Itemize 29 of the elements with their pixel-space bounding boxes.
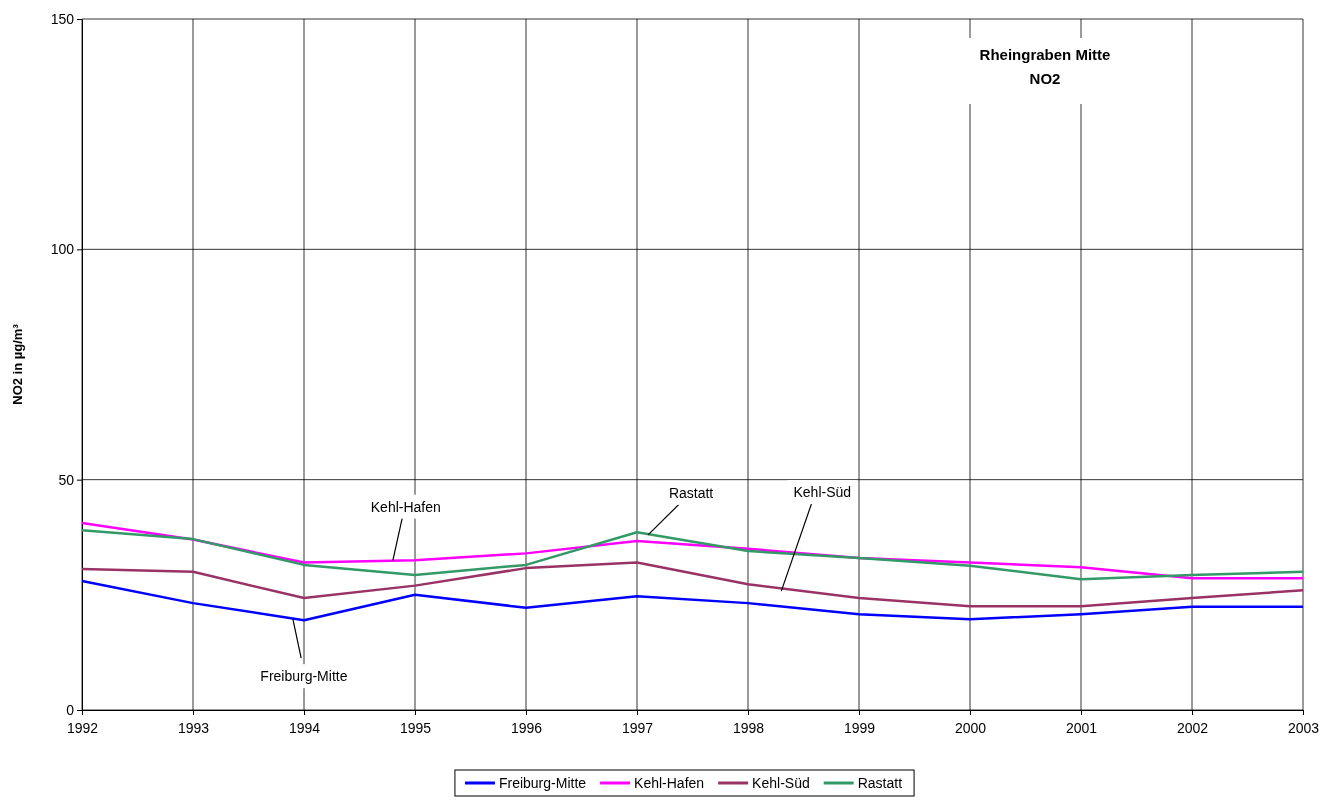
annotation: Kehl-Hafen [370, 498, 441, 515]
line-series [80, 561, 1305, 608]
text: NO2 [1029, 70, 1061, 87]
x-tick-label: 1995 [399, 720, 432, 737]
legend-label: Kehl-Süd [752, 774, 810, 791]
x-tick-label: 1998 [732, 720, 765, 737]
annotation: Rastatt [668, 484, 714, 501]
x-tick-label: 1997 [621, 720, 654, 737]
text: Rheingraben Mitte [979, 46, 1111, 63]
x-tick-label: 1994 [288, 720, 321, 737]
annotation: Kehl-Süd [793, 484, 852, 501]
x-tick-label: 2002 [1176, 720, 1209, 737]
y-tick-label: 150 [50, 10, 75, 27]
x-tick-label: 1993 [177, 720, 210, 737]
x-tick-label: 1992 [66, 720, 99, 737]
y-axis-title: NO2 in µg/m³ [10, 323, 25, 405]
y-tick-label: 50 [58, 471, 75, 488]
annotation: Freiburg-Mitte [260, 668, 348, 685]
x-tick-label: 2000 [954, 720, 987, 737]
x-tick-label: 2003 [1287, 720, 1320, 737]
x-tick-label: 1996 [510, 720, 543, 737]
x-tick-label: 2001 [1065, 720, 1098, 737]
legend-label: Kehl-Hafen [634, 774, 705, 791]
legend-label: Freiburg-Mitte [498, 774, 587, 791]
line-series [80, 579, 1305, 622]
legend-label: Rastatt [857, 774, 903, 791]
y-tick-label: 0 [66, 701, 75, 718]
x-tick-label: 1999 [843, 720, 876, 737]
y-tick-label: 100 [50, 241, 75, 258]
